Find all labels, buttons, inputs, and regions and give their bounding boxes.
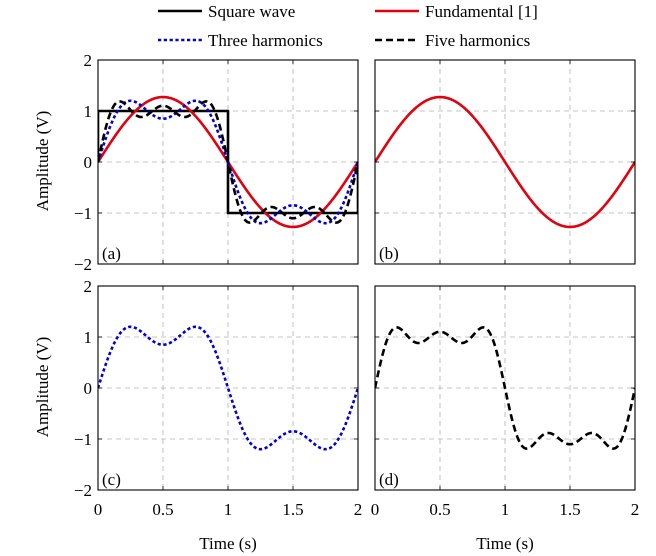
y-axis-label-bottom: Amplitude (V) — [33, 337, 52, 438]
panel-b: (b) — [374, 59, 636, 265]
panel-a: −2 −1 0 1 2 (a) — [74, 51, 359, 274]
legend-label: Five harmonics — [425, 31, 530, 50]
y-tick-label: 1 — [84, 328, 93, 347]
legend-entry-fundamental-1: Fundamental [1] — [375, 2, 538, 21]
x-tick-label: 1.5 — [559, 500, 580, 519]
legend-entry-five-harmonics: Five harmonics — [375, 31, 530, 50]
series-line-three-harmonics — [98, 99, 358, 225]
panel-label: (a) — [102, 244, 121, 263]
x-tick-label: 1 — [501, 500, 510, 519]
axes-frame — [374, 59, 636, 265]
axes-frame — [97, 59, 359, 265]
series-line-five-harmonics — [98, 100, 358, 224]
series-line-fundamental-1 — [375, 95, 635, 229]
series-line-three-harmonics — [98, 325, 358, 451]
panel-label: (d) — [379, 470, 399, 489]
y-tick-label: 0 — [84, 379, 93, 398]
y-tick-label: 0 — [84, 153, 93, 172]
x-tick-label: 0.5 — [429, 500, 450, 519]
y-tick-label: −1 — [74, 204, 92, 223]
panel-label: (b) — [379, 244, 399, 263]
y-tick-label: −2 — [74, 255, 92, 274]
panel-c: −2 −1 0 1 2 0 0.5 1 1.5 2 (c) — [74, 277, 362, 519]
x-tick-label: 1 — [224, 500, 233, 519]
panel-label: (c) — [102, 470, 121, 489]
y-tick-label: 1 — [84, 102, 93, 121]
plot-area — [375, 326, 635, 450]
x-tick-label: 0 — [94, 500, 103, 519]
plot-area — [98, 95, 358, 229]
x-axis-label-left: Time (s) — [199, 534, 256, 553]
y-tick-label: −1 — [74, 430, 92, 449]
series-line-five-harmonics — [375, 326, 635, 450]
y-tick-label: 2 — [84, 277, 93, 296]
axes-frame — [97, 285, 359, 491]
x-tick-label: 0.5 — [152, 500, 173, 519]
panel-d: 0 0.5 1 1.5 2 (d) — [371, 285, 640, 519]
plot-area — [98, 325, 358, 451]
x-tick-label: 2 — [354, 500, 363, 519]
x-axis-label-right: Time (s) — [476, 534, 533, 553]
axes-frame — [374, 285, 636, 491]
y-axis-label-top: Amplitude (V) — [33, 111, 52, 212]
y-tick-label: 2 — [84, 51, 93, 70]
legend-label: Fundamental [1] — [425, 2, 538, 21]
x-tick-label: 1.5 — [282, 500, 303, 519]
y-tick-label: −2 — [74, 481, 92, 500]
x-tick-label: 2 — [631, 500, 640, 519]
legend-label: Square wave — [208, 2, 295, 21]
legend-entry-square-wave: Square wave — [158, 2, 295, 21]
legend-entry-three-harmonics: Three harmonics — [158, 31, 323, 50]
plot-area — [375, 95, 635, 229]
legend: Square wave Fundamental [1] Three harmonic… — [158, 2, 538, 50]
legend-label: Three harmonics — [208, 31, 323, 50]
x-tick-label: 0 — [371, 500, 380, 519]
